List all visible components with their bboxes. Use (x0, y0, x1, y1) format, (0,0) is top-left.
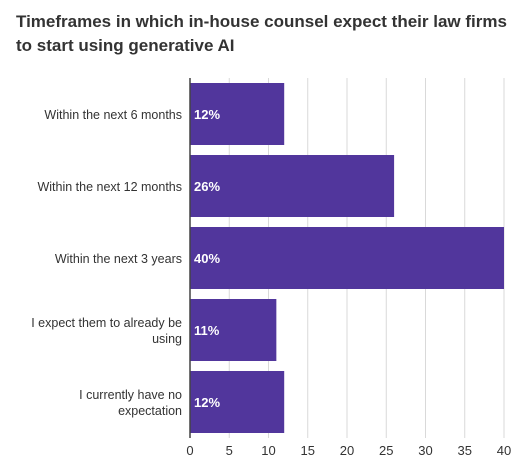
bar-3 (190, 299, 277, 361)
chart-title: Timeframes in which in-house counsel exp… (16, 10, 516, 58)
x-tick-label-35: 35 (458, 443, 472, 458)
x-tick-label-15: 15 (301, 443, 315, 458)
x-tick-label-20: 20 (340, 443, 354, 458)
bar-value-label-2: 40% (194, 251, 220, 266)
x-tick-label-10: 10 (261, 443, 275, 458)
chart-title-line-1: Timeframes in which in-house counsel exp… (16, 12, 507, 31)
category-label-2-line-0: Within the next 3 years (55, 252, 182, 266)
category-label-4-line-1: expectation (118, 404, 182, 418)
x-tick-label-0: 0 (186, 443, 193, 458)
x-tick-label-25: 25 (379, 443, 393, 458)
bar-value-label-1: 26% (194, 179, 220, 194)
bar-2 (190, 227, 504, 289)
bar-4 (190, 371, 285, 433)
x-tick-label-30: 30 (418, 443, 432, 458)
bar-1 (190, 155, 395, 217)
x-tick-label-40: 40 (497, 443, 511, 458)
category-label-3-line-0: I expect them to already be (31, 316, 182, 330)
bar-value-label-3: 11% (194, 323, 220, 338)
bar-0 (190, 83, 285, 145)
x-tick-label-5: 5 (226, 443, 233, 458)
category-label-3-line-1: using (152, 332, 182, 346)
category-label-1-line-0: Within the next 12 months (37, 180, 182, 194)
bar-value-label-0: 12% (194, 107, 220, 122)
category-label-4-line-0: I currently have no (79, 388, 182, 402)
bar-value-label-4: 12% (194, 395, 220, 410)
chart-title-line-2: to start using generative AI (16, 36, 235, 55)
category-label-0-line-0: Within the next 6 months (44, 108, 182, 122)
